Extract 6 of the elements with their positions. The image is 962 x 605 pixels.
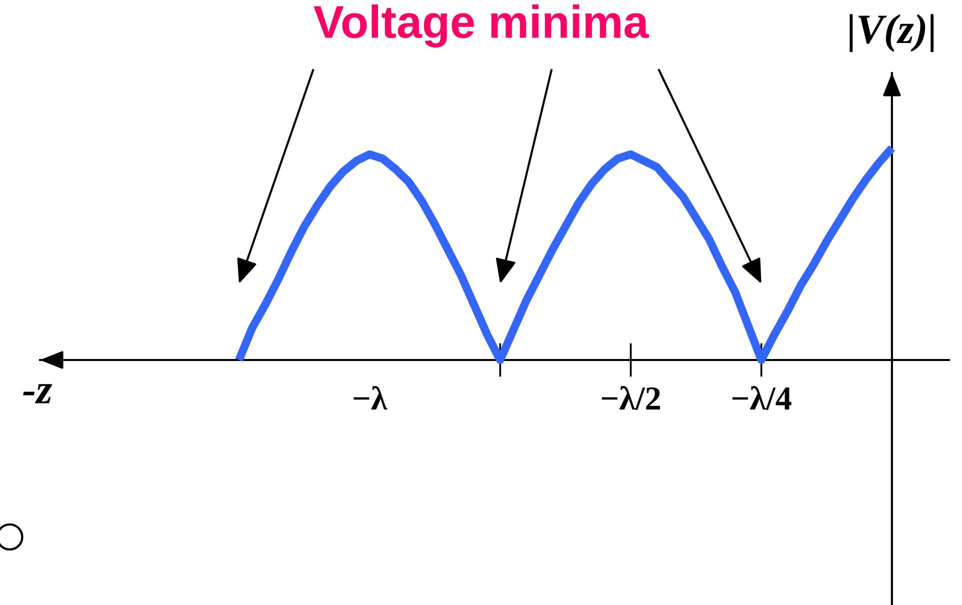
x-tick-label: −λ — [354, 386, 388, 410]
x-axis-title: -z — [23, 384, 52, 404]
x-tick-label: −λ/2 — [602, 386, 660, 410]
chart-title: Voltage minima — [314, 4, 649, 48]
x-tick-label: −λ/4 — [732, 386, 792, 410]
y-axis-title: |V(z)| — [850, 14, 934, 52]
